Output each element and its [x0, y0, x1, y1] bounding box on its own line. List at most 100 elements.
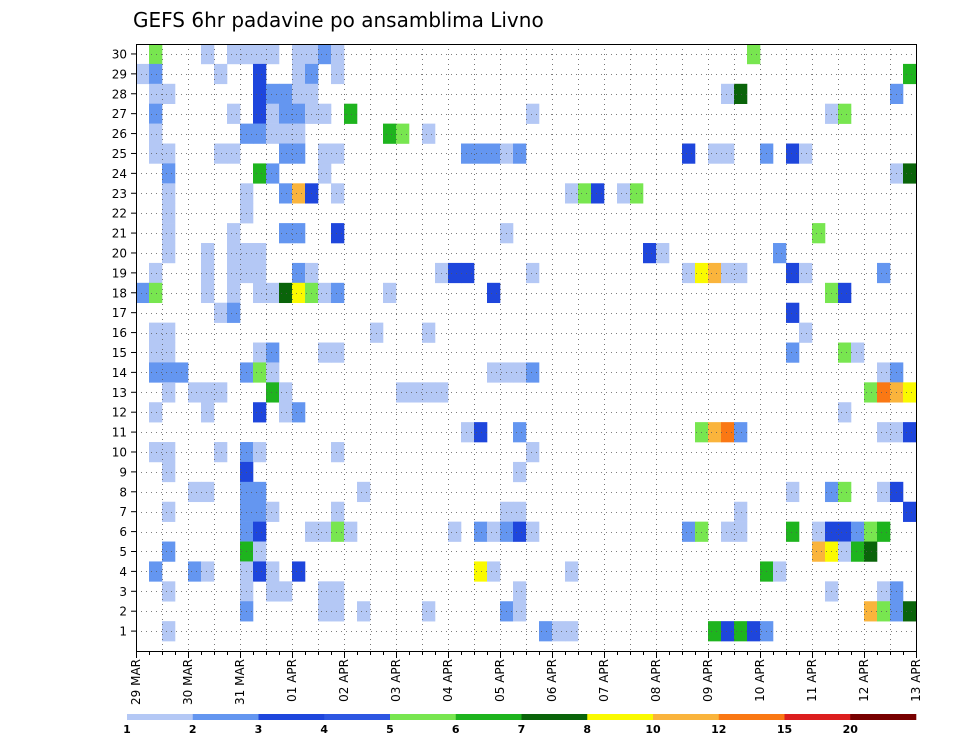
cell-member-14-step-57: [877, 362, 891, 383]
cell-member-2-step-17: [357, 601, 371, 622]
x-tick-label-5: 03 APR: [389, 659, 403, 702]
cell-member-19-step-7: [227, 262, 241, 284]
x-axis: 29 MAR 30 MAR 31 MAR 01 APR 02 APR 03 APR 04 A…: [129, 651, 923, 705]
cell-member-27-step-16: [344, 103, 358, 124]
cell-member-14-step-10: [266, 362, 280, 383]
cell-member-28-step-45: [721, 83, 735, 104]
cell-member-21-step-52: [812, 223, 826, 244]
cell-member-8-step-50: [786, 481, 800, 503]
cell-member-6-step-28: [500, 521, 514, 542]
cell-member-18-step-19: [383, 282, 397, 304]
cell-member-27-step-10: [266, 103, 280, 124]
cell-member-19-step-42: [682, 262, 696, 284]
cell-member-29-step-9: [253, 63, 267, 85]
cell-member-25-step-29: [513, 143, 527, 164]
cell-member-6-step-30: [526, 521, 540, 542]
cell-member-14-step-9: [253, 362, 267, 383]
grid-layer: [136, 44, 916, 651]
cell-member-4-step-4: [188, 561, 202, 582]
cell-member-20-step-9: [253, 243, 267, 264]
cell-member-19-step-43: [695, 262, 709, 284]
cell-member-29-step-1: [149, 63, 163, 85]
y-tick-label-15: 15: [112, 346, 127, 360]
y-tick-label-16: 16: [112, 326, 127, 340]
cell-member-11-step-46: [734, 422, 748, 443]
cell-member-30-step-15: [331, 44, 345, 65]
cell-member-17-step-50: [786, 302, 800, 323]
cell-member-6-step-45: [721, 521, 735, 542]
cell-member-11-step-26: [474, 422, 488, 443]
cell-member-28-step-2: [162, 83, 176, 104]
cell-member-19-step-50: [786, 262, 800, 284]
legend-swatch-8: [653, 714, 720, 720]
cell-member-20-step-5: [201, 243, 215, 264]
cell-member-19-step-24: [448, 262, 462, 284]
cell-member-8-step-58: [890, 481, 904, 503]
cell-member-25-step-25: [461, 143, 475, 164]
cell-member-6-step-27: [487, 521, 501, 542]
x-tick-label-1: 30 MAR: [181, 659, 195, 705]
cell-member-13-step-59: [903, 382, 917, 403]
y-tick-label-28: 28: [112, 87, 127, 101]
legend-swatch-1: [192, 714, 259, 720]
legend-swatch-5: [455, 714, 522, 720]
cell-member-30-step-47: [747, 44, 761, 65]
cell-member-26-step-8: [240, 123, 254, 144]
cell-member-27-step-7: [227, 103, 241, 124]
cell-member-18-step-14: [318, 282, 332, 304]
cell-member-25-step-27: [487, 143, 501, 164]
cell-member-2-step-14: [318, 601, 332, 622]
cell-member-6-step-24: [448, 521, 462, 542]
y-tick-label-14: 14: [112, 366, 127, 380]
cell-member-14-step-27: [487, 362, 501, 383]
cell-member-10-step-2: [162, 442, 176, 463]
cell-member-14-step-30: [526, 362, 540, 383]
legend-label-12: 12: [711, 723, 726, 736]
cell-member-1-step-44: [708, 621, 722, 642]
legend-swatch-3: [324, 714, 391, 720]
cell-member-14-step-29: [513, 362, 527, 383]
x-tick-label-15: 13 APR: [909, 659, 923, 702]
cell-member-13-step-20: [396, 382, 410, 403]
cell-member-20-step-49: [773, 243, 787, 264]
cell-member-30-step-12: [292, 44, 306, 65]
cell-member-11-step-45: [721, 422, 735, 443]
cell-member-30-step-1: [149, 44, 163, 65]
cell-member-4-step-9: [253, 561, 267, 582]
legend-label-3: 3: [255, 723, 263, 736]
legend-label-7: 7: [518, 723, 526, 736]
cell-member-21-step-11: [279, 223, 293, 244]
cell-member-10-step-15: [331, 442, 345, 463]
cell-member-13-step-2: [162, 382, 176, 403]
cell-member-20-step-7: [227, 243, 241, 264]
cell-member-18-step-0: [136, 282, 150, 304]
x-tick-label-12: 10 APR: [753, 659, 767, 702]
x-tick-label-2: 31 MAR: [233, 659, 247, 705]
cell-member-12-step-54: [838, 402, 852, 423]
cell-member-27-step-12: [292, 103, 306, 124]
cell-member-29-step-0: [136, 63, 150, 85]
cell-member-6-step-54: [838, 521, 852, 542]
y-tick-label-13: 13: [112, 386, 127, 400]
legend-swatch-6: [521, 714, 588, 720]
cell-member-8-step-57: [877, 481, 891, 503]
cell-member-19-step-30: [526, 262, 540, 284]
cell-member-1-step-32: [552, 621, 566, 642]
cell-member-16-step-2: [162, 322, 176, 343]
cell-member-2-step-15: [331, 601, 345, 622]
y-tick-label-26: 26: [112, 127, 127, 141]
cell-member-24-step-59: [903, 163, 917, 184]
y-tick-label-23: 23: [112, 187, 127, 201]
cell-member-19-step-46: [734, 262, 748, 284]
cell-member-2-step-22: [422, 601, 436, 622]
legend-swatch-11: [850, 714, 917, 720]
cell-member-6-step-9: [253, 521, 267, 542]
cell-member-29-step-15: [331, 63, 345, 85]
cell-member-26-step-9: [253, 123, 267, 144]
cell-member-10-step-1: [149, 442, 163, 463]
cell-member-15-step-9: [253, 342, 267, 363]
cell-member-14-step-1: [149, 362, 163, 383]
legend-label-15: 15: [777, 723, 792, 736]
cell-member-26-step-22: [422, 123, 436, 144]
